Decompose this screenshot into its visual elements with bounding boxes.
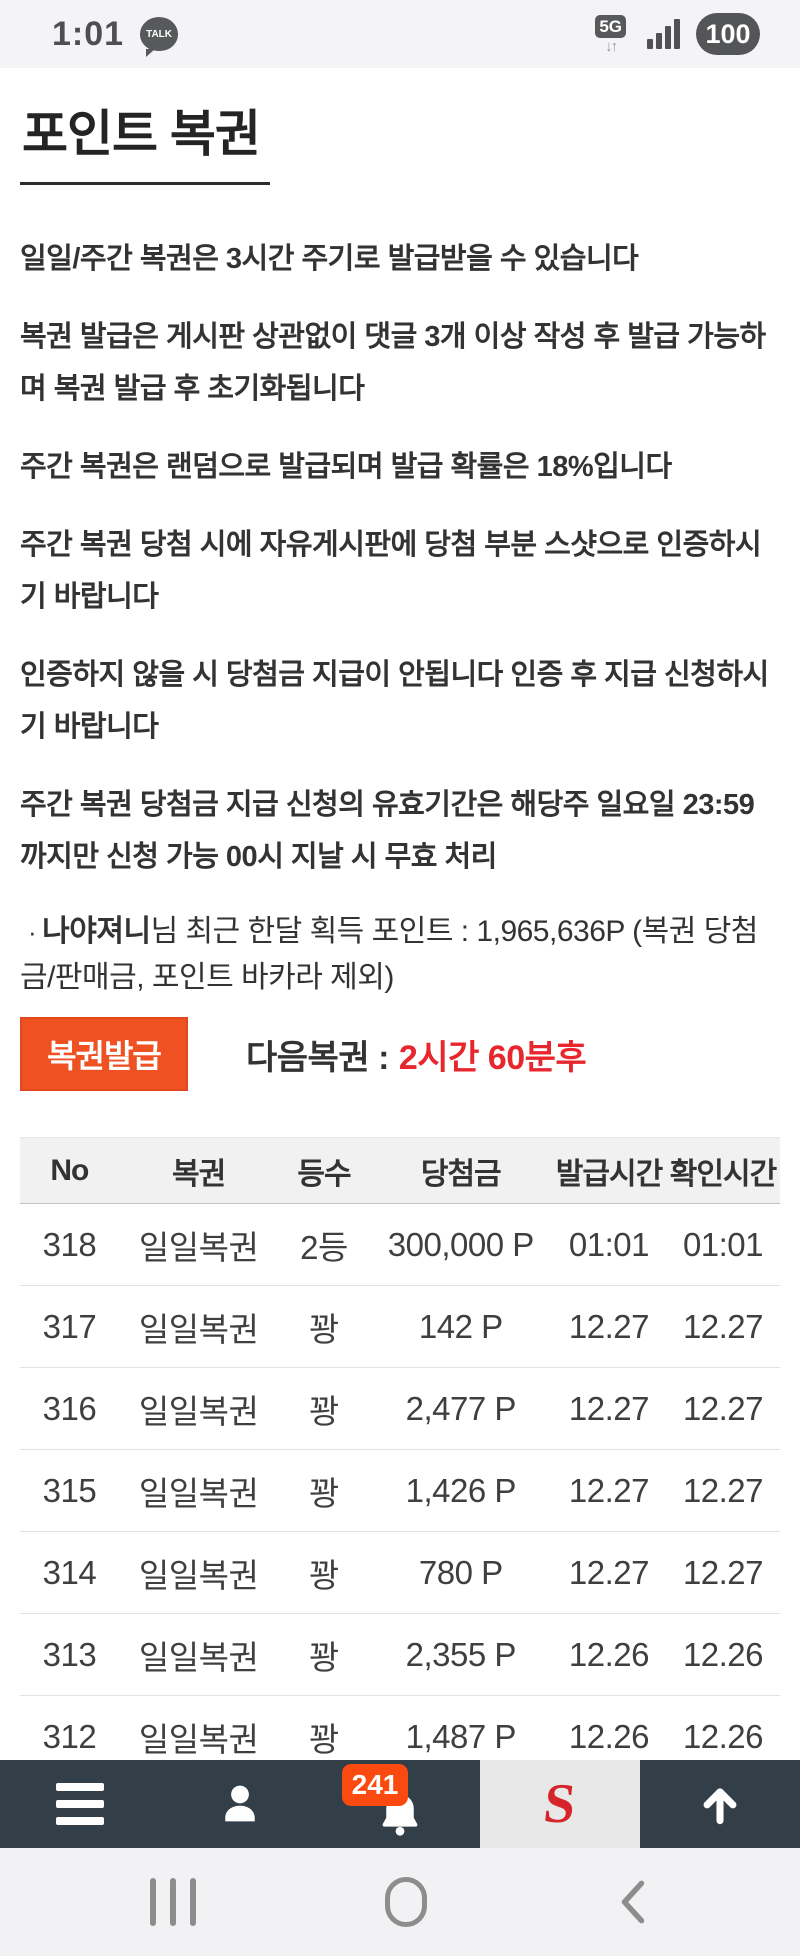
cell-no: 314 [20, 1531, 119, 1614]
cell-no: 316 [20, 1367, 119, 1450]
notice-list: 일일/주간 복권은 3시간 주기로 발급받을 수 있습니다 복권 발급은 게시판… [20, 233, 780, 883]
cell-issued-time: 12.27 [551, 1285, 666, 1368]
battery-indicator: 100 [696, 13, 760, 55]
col-header-issued-time: 발급시간 [551, 1137, 666, 1204]
cell-no: 313 [20, 1613, 119, 1696]
user-nickname: 나야져니 [42, 915, 151, 948]
cell-lottery-type: 일일복권 [118, 1613, 279, 1696]
lottery-history-table: No 복권 등수 당첨금 발급시간 확인시간 318 일일복권 2등 300,0… [20, 1137, 780, 1942]
page-content: 포인트 복권 일일/주간 복권은 3시간 주기로 발급받을 수 있습니다 복권 … [0, 68, 800, 1942]
profile-button[interactable] [160, 1760, 320, 1848]
page-title: 포인트 복권 [20, 94, 270, 185]
cell-no: 318 [20, 1203, 119, 1286]
menu-button[interactable] [0, 1760, 160, 1848]
cell-rank: 꽝 [278, 1367, 370, 1450]
cell-issued-time: 12.27 [551, 1531, 666, 1614]
network-type-label: 5G [595, 14, 626, 38]
site-logo-s: S [541, 1773, 579, 1835]
table-row: 316 일일복권 꽝 2,477 P 12.27 12.27 [20, 1367, 780, 1450]
bullet: · [28, 917, 37, 947]
notice-text: 주간 복권 당첨금 지급 신청의 유효기간은 해당주 일요일 23:59까지만 … [20, 789, 755, 873]
status-bar: 1:01 TALK 5G ↓↑ 100 [0, 0, 800, 68]
cell-prize: 780 P [369, 1531, 552, 1614]
user-points-summary: · 나야져니님 최근 한달 획득 포인트 : 1,965,636P (복권 당첨금… [20, 909, 780, 1001]
table-body: 318 일일복권 2등 300,000 P 01:01 01:01 317 일일… [20, 1203, 780, 1942]
cell-issued-time: 12.26 [551, 1613, 666, 1696]
cell-rank: 꽝 [278, 1613, 370, 1696]
signal-strength-icon [644, 19, 680, 49]
cell-rank: 2등 [278, 1203, 370, 1286]
back-chevron-icon [621, 1880, 645, 1924]
col-header-checked-time: 확인시간 [665, 1137, 780, 1204]
cell-rank: 꽝 [278, 1449, 370, 1532]
recent-apps-button[interactable] [150, 1878, 196, 1926]
cell-prize: 1,426 P [369, 1449, 552, 1532]
kakaotalk-icon-label: TALK [146, 28, 173, 40]
col-header-rank: 등수 [278, 1137, 370, 1204]
bottom-navigation-bar: 241 S [0, 1760, 800, 1848]
lottery-issue-row: 복권발급 다음복권 :2시간 60분후 [20, 1017, 780, 1091]
col-header-lottery: 복권 [118, 1137, 279, 1204]
table-row: 318 일일복권 2등 300,000 P 01:01 01:01 [20, 1203, 780, 1286]
cell-prize: 142 P [369, 1285, 552, 1368]
site-logo-button[interactable]: S [480, 1760, 640, 1848]
table-header: No 복권 등수 당첨금 발급시간 확인시간 [20, 1137, 780, 1204]
col-header-no: No [20, 1137, 119, 1204]
cell-checked-time: 01:01 [665, 1203, 780, 1286]
person-icon [225, 1785, 255, 1822]
cell-issued-time: 01:01 [551, 1203, 666, 1286]
cell-lottery-type: 일일복권 [118, 1367, 279, 1450]
back-button[interactable] [616, 1878, 650, 1926]
cell-prize: 2,355 P [369, 1613, 552, 1696]
cell-lottery-type: 일일복권 [118, 1531, 279, 1614]
cell-issued-time: 12.27 [551, 1367, 666, 1450]
cell-lottery-type: 일일복권 [118, 1449, 279, 1532]
status-clock: 1:01 [52, 14, 125, 53]
cell-checked-time: 12.26 [665, 1613, 780, 1696]
up-arrow-icon [703, 1788, 737, 1825]
notification-badge: 241 [342, 1764, 408, 1806]
table-row: 313 일일복권 꽝 2,355 P 12.26 12.26 [20, 1613, 780, 1696]
cell-checked-time: 12.27 [665, 1449, 780, 1532]
table-row: 314 일일복권 꽝 780 P 12.27 12.27 [20, 1531, 780, 1614]
notice-text: 복권 발급은 게시판 상관없이 댓글 3개 이상 작성 후 발급 가능하며 복권… [20, 321, 766, 405]
notifications-button[interactable]: 241 [320, 1760, 480, 1848]
home-button[interactable] [385, 1877, 427, 1927]
notice-text: 주간 복권은 랜덤으로 발급되며 발급 확률은 18%입니다 [20, 451, 672, 483]
android-navigation-bar [0, 1848, 800, 1956]
user-points-text: 님 최근 한달 획득 포인트 : 1,965,636P (복권 당첨금/판매금,… [20, 915, 758, 994]
cell-no: 317 [20, 1285, 119, 1368]
table-row: 315 일일복권 꽝 1,426 P 12.27 12.27 [20, 1449, 780, 1532]
scroll-top-button[interactable] [640, 1760, 800, 1848]
notice-text: 주간 복권 당첨 시에 자유게시판에 당첨 부분 스샷으로 인증하시기 바랍니다 [20, 529, 762, 613]
next-lottery-countdown: 2시간 60분후 [398, 1038, 587, 1077]
cell-issued-time: 12.27 [551, 1449, 666, 1532]
notice-text: 인증하지 않을 시 당첨금 지급이 안됩니다 인증 후 지급 신청하시기 바랍니… [20, 659, 769, 743]
cell-prize: 2,477 P [369, 1367, 552, 1450]
status-right-group: 5G ↓↑ 100 [595, 13, 760, 55]
cell-rank: 꽝 [278, 1285, 370, 1368]
cell-checked-time: 12.27 [665, 1367, 780, 1450]
cell-checked-time: 12.27 [665, 1285, 780, 1368]
issue-lottery-button[interactable]: 복권발급 [20, 1017, 188, 1091]
network-arrows-icon: ↓↑ [605, 37, 618, 55]
cell-rank: 꽝 [278, 1531, 370, 1614]
cell-lottery-type: 일일복권 [118, 1285, 279, 1368]
cell-checked-time: 12.27 [665, 1531, 780, 1614]
notice-text: 일일/주간 복권은 3시간 주기로 발급받을 수 있습니다 [20, 243, 639, 275]
col-header-prize: 당첨금 [369, 1137, 552, 1204]
kakaotalk-notification-icon: TALK [140, 17, 179, 57]
cell-no: 315 [20, 1449, 119, 1532]
table-row: 317 일일복권 꽝 142 P 12.27 12.27 [20, 1285, 780, 1368]
network-5g-icon: 5G ↓↑ [595, 14, 626, 55]
hamburger-icon [56, 1783, 104, 1825]
cell-prize: 300,000 P [369, 1203, 552, 1286]
cell-lottery-type: 일일복권 [118, 1203, 279, 1286]
next-lottery-label: 다음복권 : [246, 1038, 389, 1077]
next-lottery-info: 다음복권 :2시간 60분후 [246, 1030, 587, 1079]
